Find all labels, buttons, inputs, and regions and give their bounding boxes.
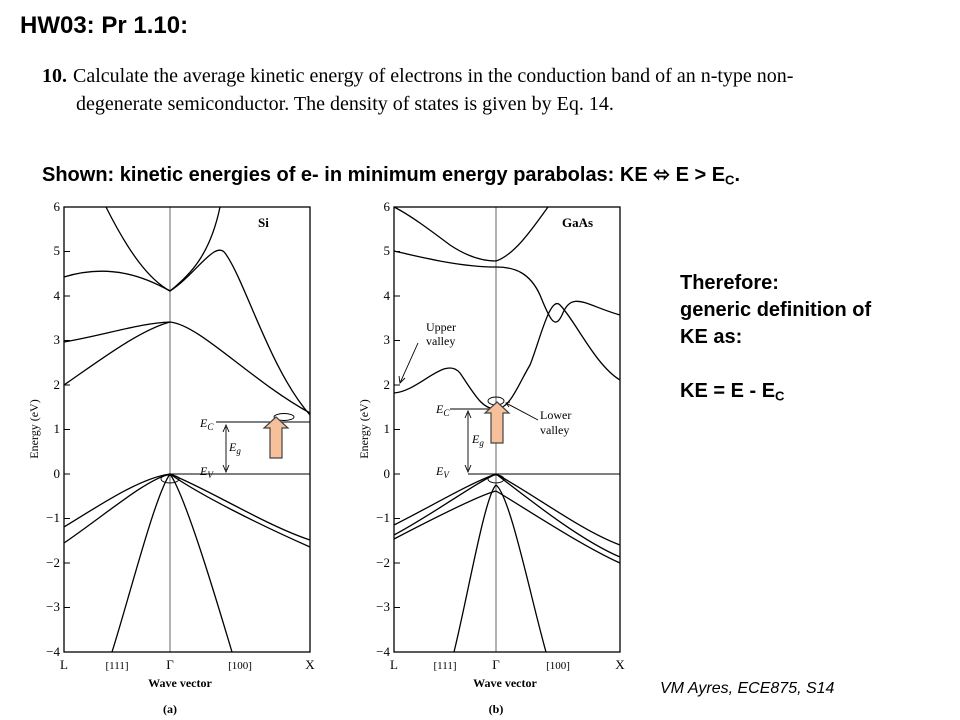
ke-formula-sub: C (775, 388, 785, 404)
si-ytick: −1 (46, 510, 60, 525)
gaas-material-label: GaAs (562, 215, 593, 230)
si-material-label: Si (258, 215, 269, 230)
si-caption: (a) (163, 702, 177, 716)
gaas-xtick: X (615, 657, 625, 672)
therefore-block: Therefore: generic definition of KE as: … (680, 270, 871, 409)
si-eg-label: Eg (228, 440, 241, 456)
si-xtick: X (305, 657, 315, 672)
gaas-hole-pocket (487, 474, 505, 484)
si-band-conduction-upper (63, 321, 311, 414)
si-ec-label: EC (199, 416, 214, 432)
si-xtick: [111] (105, 660, 128, 672)
si-ylabel: Energy (eV) (27, 399, 41, 458)
ke-formula: KE = E - EC (680, 378, 871, 409)
gaas-band-valence-light (393, 473, 621, 546)
gaas-ytick: 5 (384, 243, 391, 258)
gaas-band-conduction-high (393, 206, 549, 262)
si-ytick: 2 (54, 377, 61, 392)
gaas-xlabel: Wave vector (473, 676, 537, 690)
gaas-ytick: 6 (384, 199, 391, 214)
problem-line-2: degenerate semiconductor. The density of… (76, 93, 614, 115)
gaas-ytick: −2 (376, 555, 390, 570)
gaas-upper-valley-label-1: Upper (426, 320, 456, 334)
si-band-l-valley (63, 321, 171, 343)
gaas-band-valence-heavy (393, 473, 621, 558)
problem-statement: 10. Calculate the average kinetic energy … (42, 62, 902, 118)
si-ev-label: EV (199, 464, 214, 480)
gaas-band-conduction-second (393, 250, 621, 323)
si-ytick: 4 (54, 288, 61, 303)
shown-statement: Shown: kinetic energies of e- in minimum… (42, 162, 740, 187)
gaas-band-conduction-lowest (393, 302, 621, 410)
gaas-ytick: 2 (384, 377, 391, 392)
si-band-diagram: 6 5 4 3 2 1 0 −1 −2 −3 −4 Energy (eV) L … (27, 199, 315, 716)
si-ytick: 5 (54, 243, 61, 258)
gaas-band-valence-split (393, 490, 621, 564)
ke-formula-main: KE = E - E (680, 380, 776, 402)
si-xtick: Γ (166, 657, 174, 672)
si-ytick: −3 (46, 599, 60, 614)
gaas-ytick: 0 (384, 466, 391, 481)
si-ytick: 0 (54, 466, 61, 481)
gaas-xtick: Γ (492, 657, 500, 672)
footer-credit: VM Ayres, ECE875, S14 (660, 680, 835, 697)
gaas-lower-valley-pointer (505, 402, 539, 421)
shown-end: . (734, 164, 740, 186)
si-ytick: −4 (46, 644, 60, 659)
gaas-upper-valley-pointer (399, 342, 419, 384)
gaas-ytick: −1 (376, 510, 390, 525)
si-band-valence-deep (111, 472, 233, 653)
slide-title: HW03: Pr 1.10: (20, 12, 189, 39)
si-ytick: 6 (54, 199, 61, 214)
si-xtick: L (60, 657, 68, 672)
si-xlabel: Wave vector (148, 676, 212, 690)
gaas-lower-valley-label-2: valley (540, 423, 569, 437)
problem-line-1: Calculate the average kinetic energy of … (73, 65, 794, 87)
therefore-line-2: generic definition of (680, 299, 872, 321)
gaas-band-diagram: 6 5 4 3 2 1 0 −1 −2 −3 −4 Energy (eV) L … (357, 199, 625, 716)
gaas-ylabel: Energy (eV) (357, 399, 371, 458)
gaas-ytick: 4 (384, 288, 391, 303)
si-band-high (105, 206, 221, 292)
problem-number: 10. (42, 65, 67, 87)
gaas-xtick: L (390, 657, 398, 672)
si-band-conduction-peak (63, 249, 311, 416)
shown-mid: E > E (670, 164, 726, 186)
therefore-line-3: KE as: (680, 326, 743, 348)
si-ytick: 3 (54, 332, 61, 347)
si-ytick: 1 (54, 421, 61, 436)
gaas-highlight-arrow-icon (483, 401, 511, 444)
si-highlight-arrow-icon (262, 416, 290, 459)
si-xtick: [100] (228, 660, 252, 672)
gaas-lower-valley-label-1: Lower (540, 408, 571, 422)
si-electron-pocket (273, 413, 295, 421)
gaas-caption: (b) (489, 702, 504, 716)
double-arrow-icon: ⬄ (653, 164, 671, 186)
gaas-xtick: [111] (433, 660, 456, 672)
gaas-ytick: −3 (376, 599, 390, 614)
shown-sub: C (725, 172, 735, 188)
gaas-ev-label: EV (435, 464, 450, 480)
gaas-ytick: 3 (384, 332, 391, 347)
si-ytick: −2 (46, 555, 60, 570)
gaas-xtick: [100] (546, 660, 570, 672)
shown-prefix: Shown: kinetic energies of e- in minimum… (42, 164, 654, 186)
gaas-plot-frame (393, 206, 621, 653)
gaas-upper-valley-label-2: valley (426, 334, 455, 348)
therefore-line-1: Therefore: (680, 272, 779, 294)
gaas-ec-label: EC (435, 402, 450, 418)
gaas-ytick: 1 (384, 421, 391, 436)
si-hole-pocket (160, 474, 180, 484)
gaas-eg-label: Eg (471, 432, 484, 448)
gaas-band-valence-deep (453, 484, 547, 653)
gaas-ytick: −4 (376, 644, 390, 659)
